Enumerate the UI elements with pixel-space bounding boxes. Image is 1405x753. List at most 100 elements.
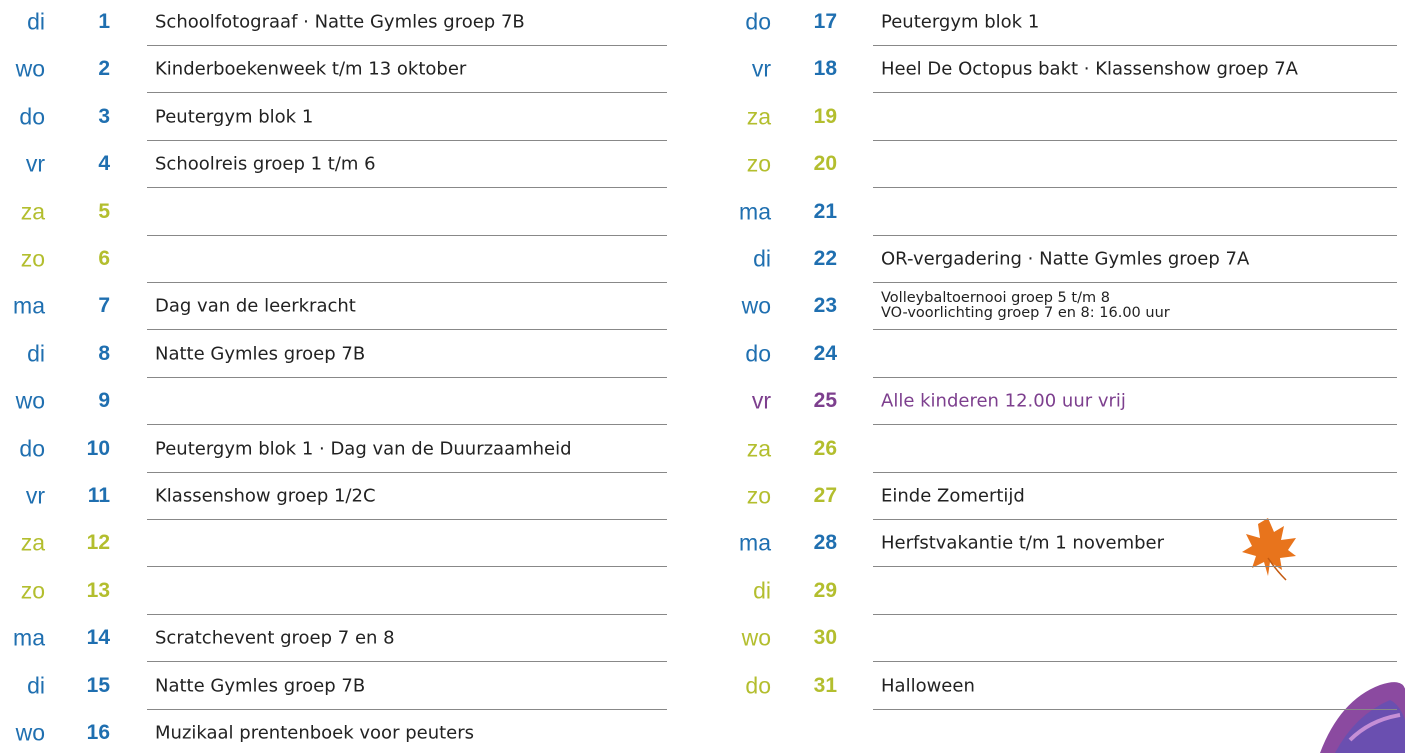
row-divider — [147, 329, 667, 330]
date-number: 21 — [777, 200, 837, 224]
date-number: 19 — [777, 105, 837, 129]
date-number: 9 — [50, 389, 110, 413]
weekday: wo — [0, 720, 45, 747]
row-divider — [147, 92, 667, 93]
weekday: zo — [711, 151, 771, 178]
event-text: Einde Zomertijd — [881, 486, 1025, 507]
weekday: vr — [0, 483, 45, 510]
weekday: zo — [0, 246, 45, 273]
weekday: di — [0, 672, 45, 699]
date-number: 31 — [777, 674, 837, 698]
event-text: Peutergym blok 1 — [155, 106, 313, 127]
row-divider — [147, 45, 667, 46]
event-text: Heel De Octopus bakt · Klassenshow groep… — [881, 59, 1298, 80]
row-divider — [147, 140, 667, 141]
weekday: do — [0, 103, 45, 130]
weekday: wo — [711, 625, 771, 652]
row-divider — [873, 519, 1397, 520]
date-number: 20 — [777, 152, 837, 176]
date-number: 25 — [777, 389, 837, 413]
date-number: 30 — [777, 626, 837, 650]
weekday: do — [0, 435, 45, 462]
row-divider — [873, 92, 1397, 93]
row-divider — [873, 140, 1397, 141]
date-number: 23 — [777, 294, 837, 318]
date-number: 10 — [50, 437, 110, 461]
row-divider — [873, 45, 1397, 46]
weekday: za — [711, 435, 771, 462]
event-text: Natte Gymles groep 7B — [155, 343, 365, 364]
weekday: ma — [711, 198, 771, 225]
row-divider — [873, 566, 1397, 567]
row-divider — [147, 424, 667, 425]
event-text: Halloween — [881, 675, 975, 696]
event-text: OR-vergadering · Natte Gymles groep 7A — [881, 249, 1249, 270]
weekday: do — [711, 9, 771, 36]
weekday: ma — [0, 293, 45, 320]
event-text: Volleybaltoernooi groep 5 t/m 8 — [881, 291, 1170, 306]
weekday: di — [0, 340, 45, 367]
date-number: 6 — [50, 247, 110, 271]
date-number: 26 — [777, 437, 837, 461]
row-divider — [873, 377, 1397, 378]
calendar-page: (() => { const data = JSON.parse(documen… — [0, 0, 1405, 753]
date-number: 15 — [50, 674, 110, 698]
weekday: za — [711, 103, 771, 130]
date-number: 4 — [50, 152, 110, 176]
row-divider — [873, 187, 1397, 188]
row-divider — [147, 235, 667, 236]
date-number: 7 — [50, 294, 110, 318]
weekday: wo — [0, 56, 45, 83]
date-number: 18 — [777, 57, 837, 81]
date-number: 24 — [777, 342, 837, 366]
row-divider — [147, 187, 667, 188]
date-number: 8 — [50, 342, 110, 366]
row-divider — [873, 282, 1397, 283]
weekday: di — [711, 246, 771, 273]
row-divider — [147, 709, 667, 710]
date-number: 17 — [777, 10, 837, 34]
event-text: Schoolreis groep 1 t/m 6 — [155, 154, 376, 175]
weekday: vr — [711, 56, 771, 83]
date-number: 16 — [50, 721, 110, 745]
event-text: Muzikaal prentenboek voor peuters — [155, 723, 474, 744]
row-divider — [147, 519, 667, 520]
row-divider — [147, 377, 667, 378]
date-number: 22 — [777, 247, 837, 271]
feather — [1320, 682, 1405, 753]
weekday: wo — [0, 388, 45, 415]
row-divider — [873, 235, 1397, 236]
event-text: Scratchevent groep 7 en 8 — [155, 628, 395, 649]
event-text: Klassenshow groep 1/2C — [155, 486, 376, 507]
date-number: 3 — [50, 105, 110, 129]
date-number: 28 — [777, 531, 837, 555]
weekday: do — [711, 340, 771, 367]
row-divider — [873, 709, 1397, 710]
weekday: do — [711, 672, 771, 699]
date-number: 29 — [777, 579, 837, 603]
date-number: 27 — [777, 484, 837, 508]
row-divider — [147, 566, 667, 567]
weekday: vr — [711, 388, 771, 415]
row-divider — [873, 614, 1397, 615]
row-divider — [873, 424, 1397, 425]
event-text: Schoolfotograaf · Natte Gymles groep 7B — [155, 12, 525, 33]
maple-leaf — [1242, 518, 1296, 580]
date-number: 2 — [50, 57, 110, 81]
date-number: 5 — [50, 200, 110, 224]
date-number: 1 — [50, 10, 110, 34]
event-text: Herfstvakantie t/m 1 november — [881, 533, 1164, 554]
weekday: di — [0, 9, 45, 36]
weekday: za — [0, 198, 45, 225]
event-text: Peutergym blok 1 — [881, 12, 1039, 33]
event-text: VO-voorlichting groep 7 en 8: 16.00 uur — [881, 306, 1170, 321]
event-text: Kinderboekenweek t/m 13 oktober — [155, 59, 466, 80]
row-divider — [147, 282, 667, 283]
row-divider — [873, 661, 1397, 662]
event-text: Natte Gymles groep 7B — [155, 675, 365, 696]
row-divider — [147, 661, 667, 662]
row-divider — [873, 472, 1397, 473]
weekday: wo — [711, 293, 771, 320]
row-divider — [873, 329, 1397, 330]
row-divider — [147, 472, 667, 473]
